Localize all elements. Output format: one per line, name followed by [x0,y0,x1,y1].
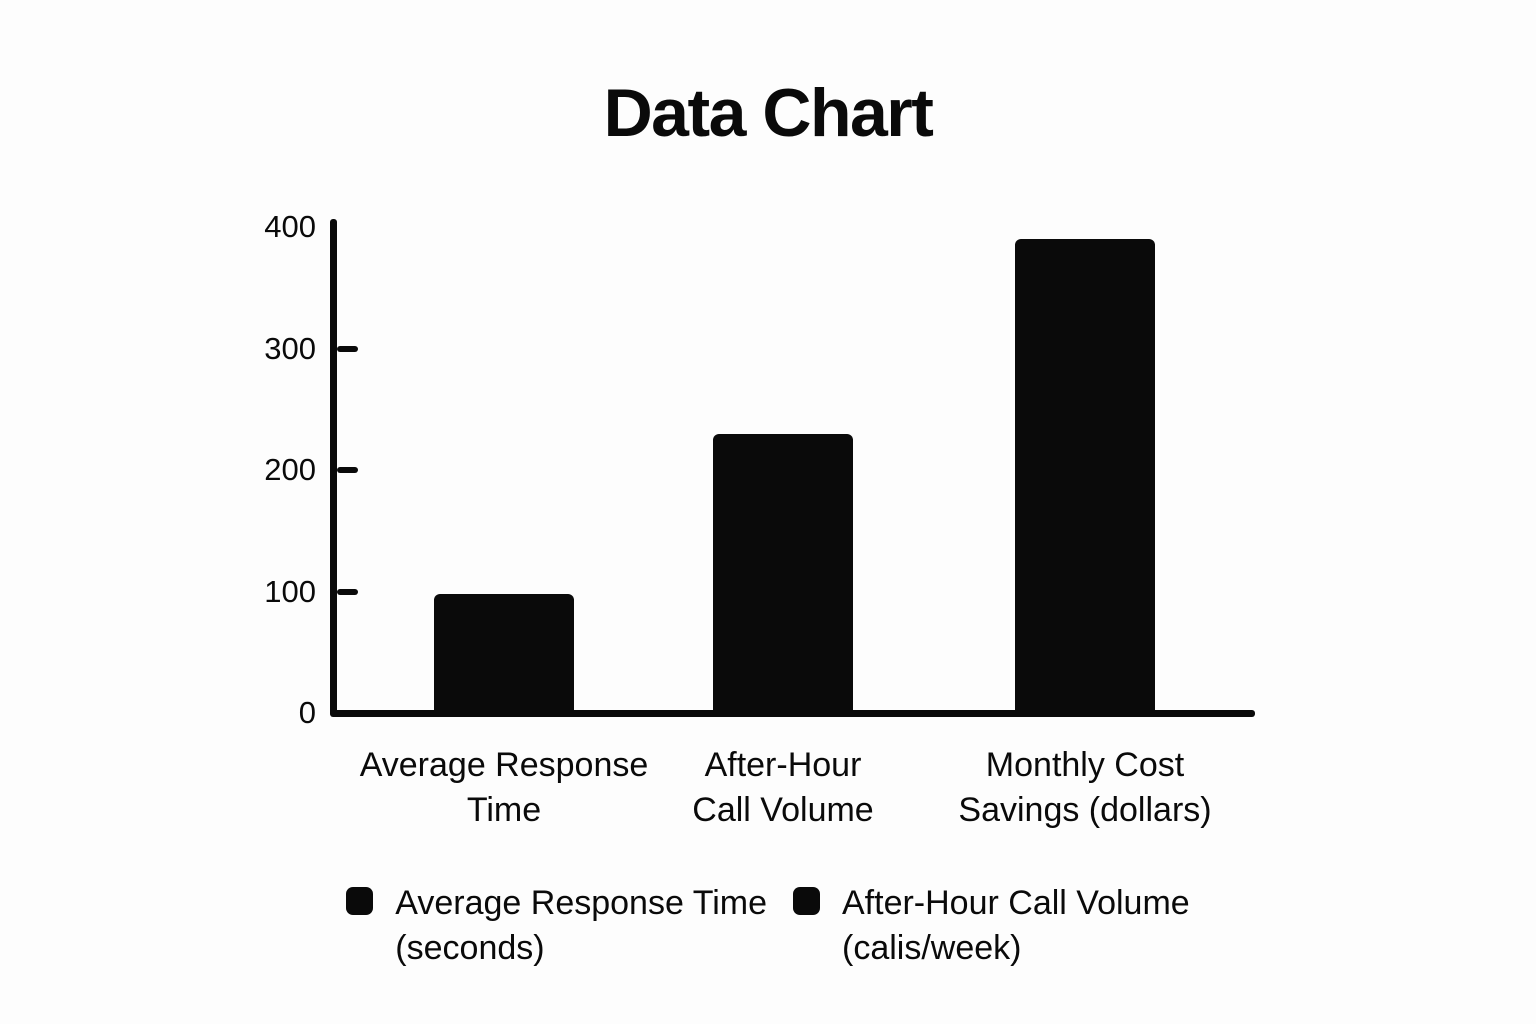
y-tick-mark [337,588,358,595]
chart-legend: Average Response Time (seconds) After-Hour… [0,881,1536,971]
legend-item: After-Hour Call Volume (calis/week) [793,881,1190,971]
chart-title: Data Chart [603,75,934,151]
y-tick-label: 0 [298,695,316,730]
y-tick-mark [337,345,358,352]
y-axis-line [330,219,337,716]
x-category-label: After-Hour Call Volume [603,743,963,833]
y-tick-mark [337,467,358,473]
legend-swatch [793,887,820,915]
bar [434,594,574,716]
x-category-label-line: Savings (dollars) [958,791,1212,829]
legend-label-line: (seconds) [395,929,545,967]
legend-label-line: After-Hour Call Volume [842,884,1190,922]
x-category-label-line: After-Hour [704,746,862,784]
x-category-label: Monthly Cost Savings (dollars) [905,743,1265,833]
y-tick-label: 100 [264,573,316,609]
x-category-label-line: Monthly Cost [985,746,1185,784]
bar [1015,239,1155,716]
legend-item: Average Response Time (seconds) [346,881,767,971]
x-category-label-line: Time [466,791,542,829]
legend-swatch [346,887,374,915]
x-category-label-line: Call Volume [692,791,874,829]
y-tick-label: 400 [264,209,316,244]
legend-label: Average Response Time (seconds) [395,881,767,971]
y-tick-label: 300 [264,330,316,366]
y-tick-label: 200 [264,452,316,487]
legend-label-line: (calis/week) [842,929,1022,967]
x-category-label-line: Average Response [359,746,649,784]
legend-label: After-Hour Call Volume (calis/week) [842,881,1190,971]
bar [713,434,853,716]
x-category-label: Average Response Time [324,743,684,833]
legend-label-line: Average Response Time [395,884,767,922]
